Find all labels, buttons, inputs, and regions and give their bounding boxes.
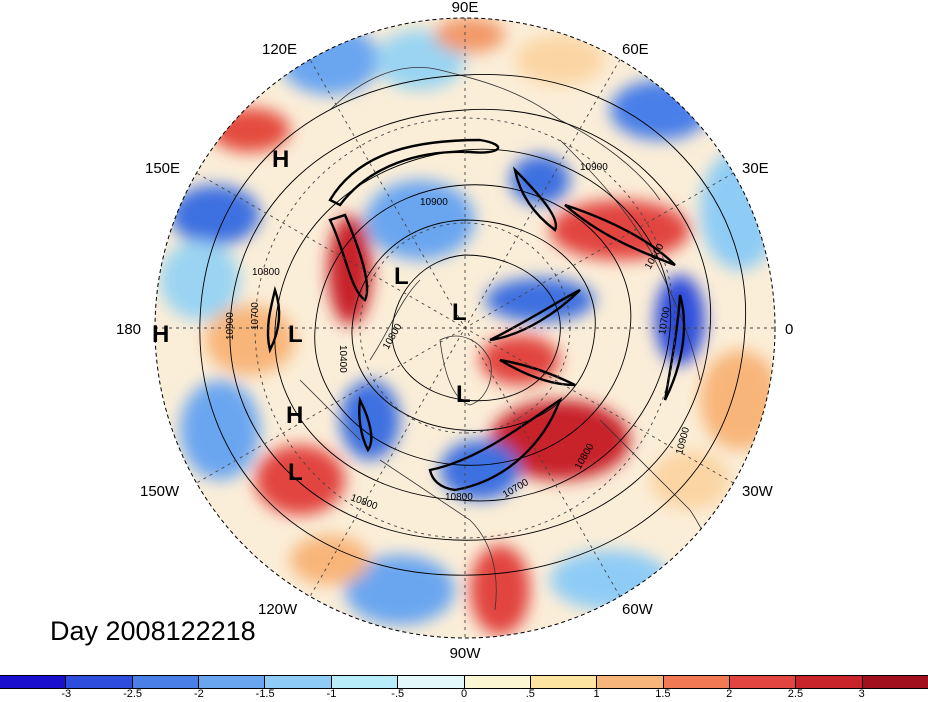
lon-label-30w: 30W [742, 483, 774, 500]
lon-label-90w: 90W [450, 645, 482, 662]
colorbar-swatch [796, 676, 863, 688]
colorbar-tick-label: 2.5 [787, 688, 804, 700]
colorbar-swatch [265, 676, 332, 688]
contour-label: 10900 [420, 197, 448, 208]
colorbar-swatch [0, 676, 67, 688]
colorbar-tick-label: 0 [460, 688, 468, 700]
lon-label-60e: 60E [622, 41, 649, 58]
colorbar-swatch [132, 676, 200, 688]
contour-label: 10800 [445, 492, 473, 503]
colorbar-swatch [66, 676, 133, 688]
colorbar-swatch [862, 676, 928, 688]
colorbar-swatch [597, 676, 664, 688]
longitude-labels: 90E 60E 30E 0 30W 60W 90W 120W 150W 180 … [116, 0, 793, 662]
lon-label-150w: 150W [140, 483, 180, 500]
colorbar-swatch [331, 676, 399, 688]
colorbar-swatch [530, 676, 598, 688]
colorbar-swatch [398, 676, 465, 688]
low-pressure-marker: L [288, 321, 303, 348]
low-pressure-marker: L [456, 381, 471, 408]
low-pressure-marker: L [394, 263, 409, 290]
colorbar-tick-label: .5 [525, 688, 535, 700]
lon-label-60w: 60W [622, 601, 654, 618]
low-pressure-marker: L [288, 459, 303, 486]
colorbar-tick-labels: -3 -2.5 -2 -1.5 -1 -.5 0 .5 1 1.5 2 2.5 3 [0, 688, 928, 702]
height-contours [199, 74, 747, 576]
high-pressure-marker: H [152, 321, 169, 348]
colorbar-tick-label: 1 [593, 688, 600, 700]
contour-label: 10700 [250, 302, 261, 330]
lon-label-90e: 90E [452, 0, 479, 16]
lon-label-150e: 150E [145, 160, 180, 177]
contour-label: 10400 [337, 345, 348, 373]
low-pressure-marker: L [452, 299, 467, 326]
lon-label-120w: 120W [258, 601, 298, 618]
colorbar-tick-label: -2.5 [123, 688, 143, 700]
contour-label: 10800 [252, 267, 280, 278]
map-title: Day 2008122218 [50, 616, 256, 646]
colorbar-tick-label: -3 [61, 688, 72, 700]
high-pressure-marker: H [272, 146, 289, 173]
lon-label-30e: 30E [742, 160, 769, 177]
colorbar-swatch [199, 676, 266, 688]
colorbar [0, 675, 928, 689]
colorbar-swatch [464, 676, 531, 688]
colorbar-swatch [729, 676, 797, 688]
graticule [155, 18, 775, 638]
colorbar-tick-label: -1 [326, 688, 337, 700]
colorbar-swatch [663, 676, 730, 688]
colorbar-tick-label: 2 [726, 688, 733, 700]
contour-label: 10900 [225, 312, 236, 340]
lon-label-0: 0 [785, 321, 793, 338]
colorbar-tick-label: -1.5 [255, 688, 275, 700]
colorbar-tick-label: 3 [858, 688, 865, 700]
lon-label-180: 180 [116, 321, 141, 338]
lon-label-120e: 120E [262, 41, 297, 58]
colorbar-tick-label: 1.5 [655, 688, 671, 700]
contour-label: 10700 [657, 306, 673, 336]
pressure-centers: H H L L L H L L [152, 146, 471, 486]
colorbar-tick-label: -2 [193, 688, 204, 700]
contour-label: 10900 [580, 162, 608, 173]
high-pressure-marker: H [286, 402, 303, 429]
jet-contours [266, 138, 686, 492]
colorbar-tick-label: -.5 [391, 688, 405, 700]
